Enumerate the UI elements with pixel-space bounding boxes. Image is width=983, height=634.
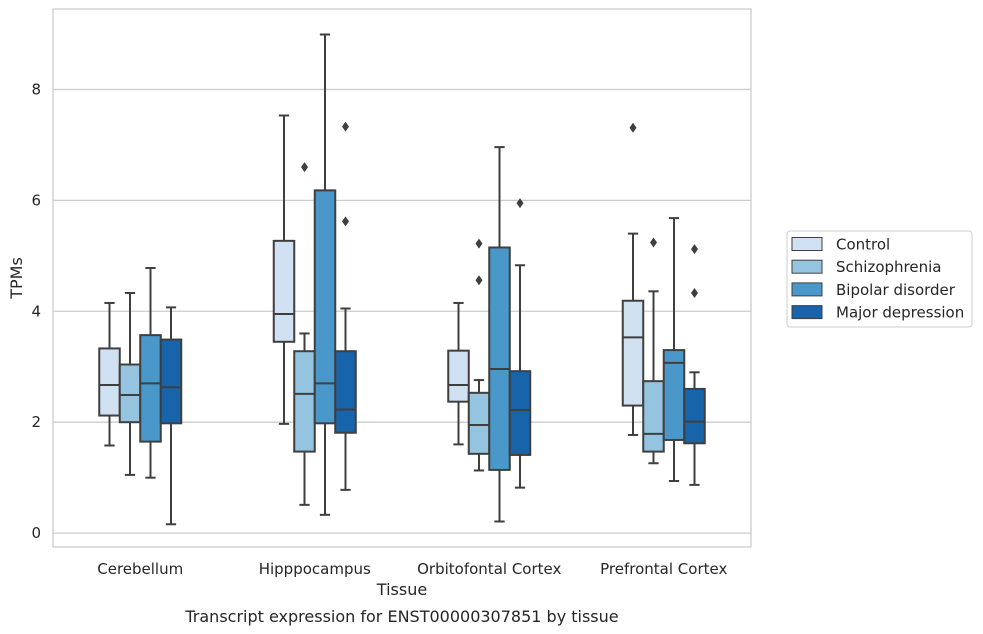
y-tick-label-2: 4 <box>31 302 41 320</box>
legend-items: Control Schizophrenia Bipolar disorder Majo… <box>791 236 964 322</box>
y-tick-label-0: 0 <box>31 524 41 542</box>
y-axis-label: TPMs <box>7 257 26 300</box>
outlier-point-0 <box>475 275 483 286</box>
chart-caption: Transcript expression for ENST0000030785… <box>184 607 618 626</box>
outlier-point-0 <box>516 198 524 209</box>
legend-swatch <box>791 305 823 320</box>
outlier-point-0 <box>301 162 308 173</box>
box-3-0 <box>159 306 183 526</box>
grid-layer <box>53 88 751 534</box>
legend-label: Control <box>836 236 890 254</box>
box-body <box>272 239 296 343</box>
outlier-point-0 <box>342 216 349 227</box>
box-2-1 <box>313 33 337 516</box>
x-tick-labels: Cerebellum Hipppocampus Orbitofontal Corte… <box>97 560 727 578</box>
outlier-point-0 <box>691 287 698 298</box>
box-body <box>488 246 511 471</box>
legend-swatch <box>791 259 823 274</box>
x-tick-label-3: Prefrontal Cortex <box>600 560 727 578</box>
legend-entry-2: Bipolar disorder <box>791 281 956 299</box>
legend-label: Schizophrenia <box>836 258 941 276</box>
legend-label: Bipolar disorder <box>836 281 956 299</box>
box-layer <box>98 33 706 526</box>
box-body <box>642 380 665 453</box>
y-tick-label-1: 2 <box>31 413 41 431</box>
box-1-3 <box>642 237 665 465</box>
box-body <box>118 363 142 424</box>
box-0-2 <box>447 301 470 446</box>
legend-entry-0: Control <box>791 236 890 254</box>
box-1-0 <box>118 291 142 476</box>
box-body <box>334 350 357 434</box>
box-3-3 <box>683 244 706 486</box>
legend-entry-1: Schizophrenia <box>791 258 941 276</box>
outlier-point-1 <box>475 238 483 249</box>
box-body <box>621 299 645 407</box>
box-body <box>313 189 337 425</box>
box-3-1 <box>334 121 357 491</box>
box-body <box>98 347 121 417</box>
box-body <box>508 370 532 456</box>
box-body <box>159 338 183 425</box>
x-tick-label-2: Orbitofontal Cortex <box>417 560 561 578</box>
x-tick-label-0: Cerebellum <box>97 560 183 578</box>
y-tick-label-4: 8 <box>31 80 41 98</box>
legend-swatch <box>791 282 823 297</box>
box-2-2 <box>488 146 511 523</box>
x-tick-label-1: Hipppocampus <box>259 560 371 578</box>
legend-entry-3: Major depression <box>791 304 964 322</box>
legend-frame <box>786 230 973 328</box>
box-body <box>139 334 162 443</box>
y-tick-label-3: 6 <box>31 191 41 209</box>
outlier-point-0 <box>629 122 637 133</box>
box-body <box>293 350 316 453</box>
outlier-point-1 <box>691 244 698 255</box>
box-body <box>683 387 706 445</box>
plot-frame <box>52 8 752 548</box>
box-2-3 <box>662 217 686 482</box>
box-0-0 <box>98 301 121 447</box>
outlier-point-1 <box>342 121 349 132</box>
box-3-2 <box>508 198 532 489</box>
x-axis-label: Tissue <box>376 580 427 599</box>
legend: Control Schizophrenia Bipolar disorder Majo… <box>786 230 973 328</box>
box-2-0 <box>139 267 162 479</box>
box-1-2 <box>467 238 491 472</box>
box-1-1 <box>293 162 316 506</box>
outlier-point-0 <box>650 237 657 248</box>
box-0-1 <box>272 114 296 425</box>
legend-swatch <box>791 237 823 251</box>
y-tick-labels: 0 2 4 6 8 <box>31 80 41 542</box>
legend-label: Major depression <box>836 304 964 322</box>
box-0-3 <box>621 122 645 436</box>
box-body <box>447 349 470 403</box>
box-body <box>467 391 491 455</box>
